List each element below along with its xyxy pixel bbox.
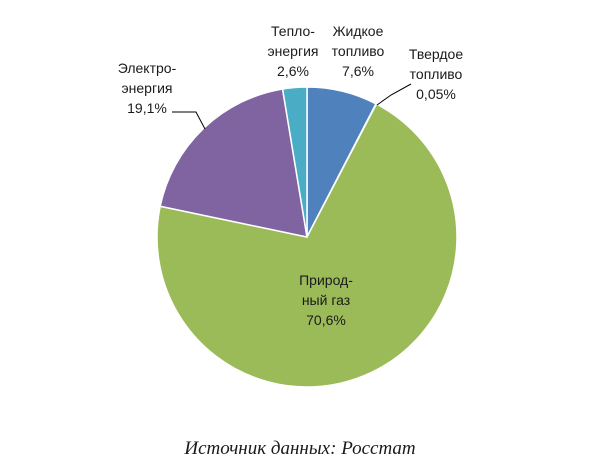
slice-label-line: 7,6% — [342, 63, 374, 79]
slice-label: Тепло-энергия 2,6% — [268, 23, 319, 79]
slice-label-line: Электро- — [118, 60, 177, 76]
pie-slice — [159, 88, 308, 238]
leader-line — [172, 111, 206, 130]
slice-label-line: 70,6% — [306, 312, 346, 328]
leader-lines — [172, 83, 412, 130]
pie-slice — [156, 103, 458, 388]
pie-slices — [156, 86, 458, 388]
slice-label: Твердое топливо 0,05% — [409, 46, 463, 102]
slice-label: Природ-ный газ 70,6% — [299, 272, 353, 328]
slice-label-line: топливо — [332, 43, 385, 59]
slice-label-line: топливо — [410, 66, 463, 82]
slice-label-line: 0,05% — [416, 86, 456, 102]
slice-label-line: 2,6% — [277, 63, 309, 79]
slice-label-line: Тепло- — [271, 23, 315, 39]
pie-slice — [281, 86, 308, 238]
slice-label: Электро-энергия 19,1% — [118, 60, 177, 116]
slice-label: Жидкое топливо 7,6% — [332, 23, 385, 79]
slice-label-line: 19,1% — [127, 100, 167, 116]
leader-line — [376, 83, 412, 106]
slice-label-line: Твердое — [409, 46, 463, 62]
source-note: Источник данных: Росстат — [184, 438, 416, 459]
slice-label-line: ный газ — [302, 292, 350, 308]
slice-label-line: энергия — [122, 80, 173, 96]
slice-labels: Жидкое топливо 7,6% Твердое топливо 0,05% Прир… — [118, 23, 464, 328]
slice-label-line: Жидкое — [333, 23, 384, 39]
slice-label-line: Природ- — [299, 272, 353, 288]
slice-label-line: энергия — [268, 43, 319, 59]
